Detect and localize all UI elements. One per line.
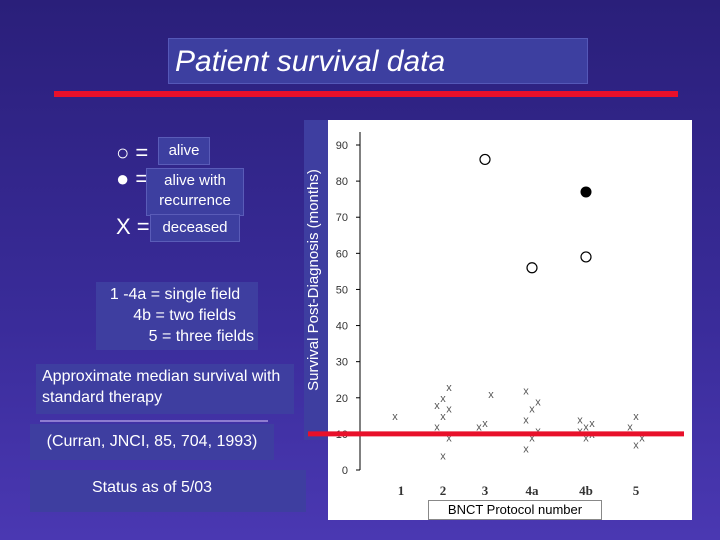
fields-note-line-3: 5 = three fields <box>148 328 254 345</box>
point-deceased: x <box>434 400 440 412</box>
y-tick-label: 90 <box>336 140 348 152</box>
point-deceased: x <box>577 425 583 437</box>
y-tick-label: 80 <box>336 176 348 188</box>
status-box <box>30 470 306 512</box>
point-deceased: x <box>476 422 482 434</box>
point-deceased: x <box>523 443 529 455</box>
point-deceased: x <box>434 422 440 434</box>
point-deceased: x <box>482 418 488 430</box>
x-tick-label: 1 <box>398 483 405 498</box>
legend-label-alive: alive <box>158 137 210 165</box>
y-tick-label: 60 <box>336 248 348 260</box>
point-alive <box>580 251 592 263</box>
y-tick-label: 0 <box>342 465 348 477</box>
point-deceased: x <box>583 422 589 434</box>
point-alive <box>526 262 538 274</box>
chart-background <box>328 120 692 520</box>
fields-note-line-1: 1 -4a = single field <box>109 286 241 303</box>
x-tick-label: 2 <box>440 483 447 498</box>
title-underline <box>54 91 678 97</box>
point-deceased: x <box>523 386 529 398</box>
point-alive-recurrence <box>580 186 592 198</box>
point-deceased: x <box>446 433 452 445</box>
x-ticks: 1 2 3 4a 4b 5 <box>398 483 640 498</box>
status-text: Status as of 5/03 <box>92 479 213 496</box>
x-tick-label: 3 <box>482 483 489 498</box>
citation: (Curran, JNCI, 85, 704, 1993) <box>30 424 274 460</box>
x-tick-label: 4b <box>579 483 593 498</box>
x-tick-label: 5 <box>633 483 640 498</box>
point-deceased: x <box>392 411 398 423</box>
chart-marks: xxxxxxxxxxxxxxxxxxxxxxxxxxxxx <box>392 153 645 463</box>
point-deceased: x <box>529 404 535 416</box>
title-box: Patient survival data <box>168 38 588 84</box>
point-deceased: x <box>488 389 494 401</box>
slide-title: Patient survival data <box>175 45 446 78</box>
y-tick-label: 70 <box>336 212 348 224</box>
point-deceased: x <box>440 393 446 405</box>
x-tick-label: 4a <box>526 483 540 498</box>
point-deceased: x <box>633 411 639 423</box>
x-axis-label: BNCT Protocol number <box>428 500 602 520</box>
point-deceased: x <box>589 418 595 430</box>
point-deceased: x <box>529 433 535 445</box>
point-alive <box>479 153 491 166</box>
legend-symbol-alive: ○ = <box>116 140 149 165</box>
y-ticks: 0102030405060708090 <box>336 140 360 477</box>
legend-label-deceased: deceased <box>150 214 240 242</box>
legend-label-recurrence: alive with recurrence <box>146 168 244 216</box>
y-tick-label: 20 <box>336 393 348 405</box>
fields-note-line-2: 4b = two fields <box>133 307 236 324</box>
y-tick-label: 50 <box>336 284 348 296</box>
y-tick-label: 30 <box>336 357 348 369</box>
fields-note: 1 -4a = single field 4b = two fields 5 =… <box>96 282 258 350</box>
y-tick-label: 40 <box>336 321 348 333</box>
point-deceased: x <box>440 411 446 423</box>
median-survival-note: Approximate median survival with standar… <box>36 364 294 414</box>
point-deceased: x <box>535 396 541 408</box>
point-deceased: x <box>627 422 633 434</box>
ylabel-box <box>304 120 328 440</box>
point-deceased: x <box>577 414 583 426</box>
point-deceased: x <box>446 404 452 416</box>
point-deceased: x <box>446 382 452 394</box>
point-deceased: x <box>440 451 446 463</box>
point-deceased: x <box>535 425 541 437</box>
point-deceased: x <box>639 433 645 445</box>
point-deceased: x <box>523 414 529 426</box>
divider-line <box>40 420 268 422</box>
legend-symbol-deceased: X = <box>116 214 150 239</box>
point-deceased: x <box>583 433 589 445</box>
legend-symbol-recurrence: ● = <box>116 166 149 191</box>
point-deceased: x <box>633 440 639 452</box>
